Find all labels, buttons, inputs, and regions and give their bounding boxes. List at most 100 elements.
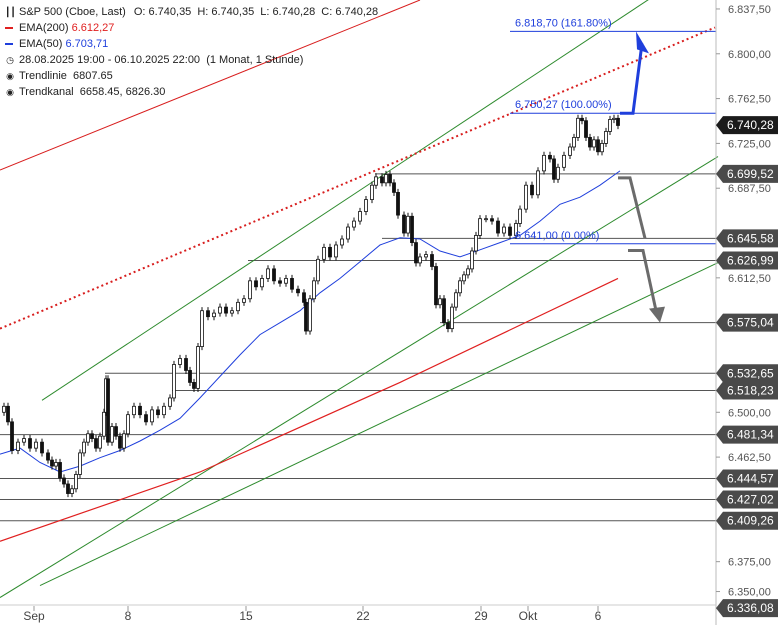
channel-upper-line xyxy=(41,0,649,401)
candle-body xyxy=(122,433,126,449)
y-tick-label: 6.500,00 xyxy=(728,407,771,419)
candle-body xyxy=(200,310,204,347)
candle-body xyxy=(474,235,478,252)
candle-body xyxy=(114,426,118,437)
candle-body xyxy=(6,405,10,423)
candle-body xyxy=(484,218,488,221)
candle-body xyxy=(556,166,560,180)
up-arrow-head xyxy=(636,31,649,54)
price-label-text: 6.532,65 xyxy=(727,366,774,380)
candle-body xyxy=(328,246,332,258)
candle-body xyxy=(16,441,20,451)
legend-ema200: EMA(200) 6.612,27 xyxy=(5,20,378,36)
price-label-text: 6.427,02 xyxy=(727,492,774,506)
candle-body xyxy=(414,242,418,264)
x-tick-label: 8 xyxy=(125,609,132,623)
price-label-tag xyxy=(716,251,778,270)
candle-body xyxy=(552,158,556,180)
ohlc-close: 6.740,28 xyxy=(335,6,379,18)
price-label-text: 6.444,57 xyxy=(727,472,774,486)
y-tick-label: 6.687,50 xyxy=(728,183,771,195)
candle-body xyxy=(22,438,26,443)
candle-body xyxy=(548,154,552,160)
candle-body xyxy=(162,405,166,416)
price-label-tag xyxy=(716,381,778,400)
candle-body xyxy=(402,214,406,234)
candle-body xyxy=(126,414,130,435)
candle-body xyxy=(374,176,378,186)
dotted-trendline xyxy=(0,26,716,330)
ema50-label: EMA(50) xyxy=(19,38,63,50)
candle-body xyxy=(86,433,90,443)
candle-body xyxy=(592,139,596,148)
candle-body xyxy=(196,346,200,389)
price-label-tag xyxy=(716,469,778,488)
candle-body xyxy=(272,268,276,282)
candle-body xyxy=(596,139,600,153)
candle-body xyxy=(514,223,518,236)
candle-body xyxy=(304,301,308,332)
y-tick-label: 6.800,00 xyxy=(728,49,771,61)
candle-body xyxy=(434,266,438,306)
candle-body xyxy=(478,218,482,236)
down-arrow-head xyxy=(649,306,665,323)
candle-body xyxy=(206,310,210,318)
candle-body xyxy=(58,462,62,479)
fib-level-label: 6.750,27 (100.00%) xyxy=(515,99,612,111)
ema200-line xyxy=(0,277,619,542)
price-label-tag xyxy=(716,599,778,618)
candle-body xyxy=(588,137,592,148)
price-label-text: 6.699,52 xyxy=(727,167,774,181)
ema200-swatch xyxy=(5,27,13,29)
y-tick-label: 6.462,50 xyxy=(728,452,771,464)
candle-body xyxy=(572,137,576,148)
trendline-value: 6807.65 xyxy=(73,70,113,82)
x-tick-label: 6 xyxy=(595,609,602,623)
candle-body xyxy=(388,174,392,184)
candle-body xyxy=(446,322,450,330)
candle-body xyxy=(192,382,196,389)
trendchannel-label: Trendkanal xyxy=(19,86,74,98)
candle-body xyxy=(90,433,94,439)
candle-body xyxy=(600,143,604,153)
support-resistance-lines xyxy=(0,173,716,522)
trend-channel xyxy=(0,0,721,598)
candle-body xyxy=(248,280,252,300)
price-series xyxy=(2,114,620,498)
clock-icon: ◷ xyxy=(6,55,14,65)
candle-body xyxy=(508,226,512,236)
candle-body xyxy=(608,119,612,132)
ema50-value: 6.703,71 xyxy=(65,38,109,50)
price-label-text: 6.575,04 xyxy=(727,316,774,330)
price-label-text: 6.626,99 xyxy=(727,254,774,268)
candle-body xyxy=(188,370,192,383)
x-tick-label: 15 xyxy=(239,609,253,623)
candle-body xyxy=(78,452,82,475)
candle-body xyxy=(518,208,522,224)
date-range: 28.08.2025 19:00 - 06.10.2025 22:00 xyxy=(19,54,201,66)
candle-body xyxy=(430,254,434,267)
candle-body xyxy=(466,268,470,276)
candlestick-icon: ┃┃ xyxy=(5,7,16,17)
ohlc-high: 6.740,35 xyxy=(211,6,255,18)
price-label-tag xyxy=(716,364,778,383)
candle-body xyxy=(218,306,222,314)
candle-body xyxy=(334,244,338,258)
candle-body xyxy=(358,211,362,222)
candle-body xyxy=(94,438,98,449)
candle-body xyxy=(340,238,344,246)
candle-body xyxy=(364,199,368,212)
candle-body xyxy=(168,397,172,407)
ohlc-close-label: C: xyxy=(321,6,336,18)
price-labels: 6.740,28 6.699,52 6.645,58 6.626,99 6.575,04… xyxy=(716,116,778,618)
candle-body xyxy=(236,301,240,312)
candle-body xyxy=(50,459,54,467)
price-label-text: 6.740,28 xyxy=(727,118,774,132)
candle-body xyxy=(462,274,466,282)
candle-body xyxy=(150,409,154,423)
legend-trendline: ◉ Trendlinie 6807.65 xyxy=(5,68,378,84)
candle-body xyxy=(266,268,270,279)
candle-body xyxy=(542,154,546,172)
candle-body xyxy=(290,278,294,290)
